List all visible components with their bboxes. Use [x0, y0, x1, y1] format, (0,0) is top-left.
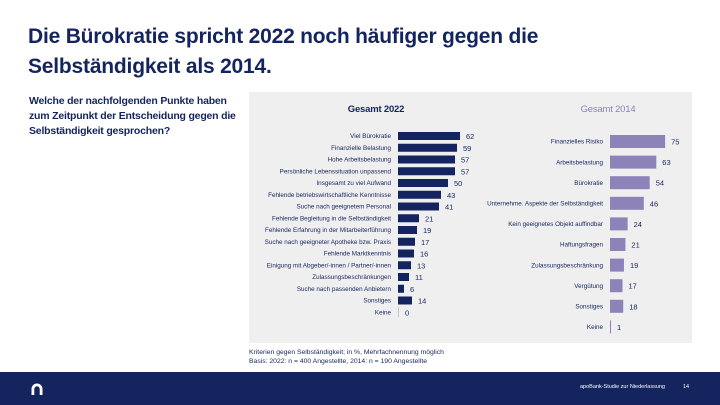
category-label-2022: Keine: [375, 309, 392, 316]
value-label-2014: 63: [662, 158, 670, 167]
bar-2022: [398, 155, 455, 164]
bar-2014: [610, 258, 624, 272]
bar-2014: [610, 238, 626, 251]
value-label-2014: 75: [671, 138, 679, 147]
category-label-2014: Vergütung: [574, 283, 603, 290]
category-label-2014: Haftungsfragen: [560, 242, 604, 249]
category-label-2022: Fehlende betriebswirtschaftliche Kenntni…: [268, 192, 391, 199]
bar-2022: [398, 190, 441, 199]
bar-2014: [610, 155, 657, 169]
chart-title-2022: Gesamt 2022: [347, 104, 405, 115]
bar-2022: [398, 167, 455, 176]
value-label-2022: 59: [463, 144, 471, 153]
value-label-2022: 62: [466, 132, 474, 141]
value-label-2014: 1: [617, 323, 621, 332]
bar-2014: [610, 279, 623, 293]
category-label-2022: Einigung mit Abgeber/-innen / Partner/-i…: [267, 262, 392, 269]
bar-2014: [610, 299, 624, 313]
category-label-2022: Suche nach geeigneter Apotheke bzw. Prax…: [265, 239, 391, 246]
category-label-2014: Finanzielles Risiko: [551, 139, 604, 146]
value-label-2022: 17: [421, 238, 429, 247]
category-label-2014: Arbeitsbelastung: [556, 159, 603, 166]
bar-2022: [398, 226, 417, 234]
value-label-2022: 0: [405, 308, 409, 317]
survey-question: Welche der nachfolgenden Punkte haben zu…: [29, 95, 236, 137]
category-label-2022: Fehlende Begleitung in die Selbständigke…: [272, 215, 391, 222]
category-label-2022: Finanzielle Belastung: [331, 145, 391, 152]
value-label-2022: 16: [420, 250, 428, 259]
bar-2022: [398, 202, 439, 211]
category-label-2022: Fehlende Marktkenntnis: [324, 251, 391, 258]
bar-2022: [398, 143, 457, 152]
value-label-2022: 6: [410, 285, 414, 294]
value-label-2022: 57: [461, 156, 469, 165]
category-label-2022: Sonstiges: [363, 298, 391, 305]
category-label-2014: Unternehme. Aspekte der Selbständigkeit: [487, 201, 603, 208]
bar-2014: [610, 135, 666, 148]
page-number: 14: [683, 384, 690, 390]
value-label-2014: 21: [631, 241, 639, 250]
footer-study-name: apoBank-Studie zur Niederlassung: [580, 384, 665, 390]
page-title: Die Bürokratie spricht 2022 noch häufige…: [28, 25, 539, 78]
category-label-2022: Hohe Arbeitsbelastung: [328, 157, 392, 164]
bar-2022: [398, 284, 404, 293]
value-label-2022: 57: [461, 167, 469, 176]
value-label-2014: 54: [656, 179, 664, 188]
footer-bar: apoBank-Studie zur Niederlassung 14: [0, 372, 720, 405]
value-label-2014: 17: [628, 282, 636, 291]
value-label-2022: 43: [447, 191, 455, 200]
chart-title-2014: Gesamt 2014: [580, 104, 636, 115]
chart-note: Kriterien gegen Selbständigkeit; in %, M…: [249, 348, 649, 366]
value-label-2014: 18: [629, 302, 637, 311]
category-label-2014: Sonstiges: [575, 304, 603, 311]
bar-2022: [398, 261, 411, 270]
value-label-2022: 14: [418, 297, 426, 306]
category-label-2022: Persönliche Lebenssituation unpassend: [280, 168, 392, 175]
category-label-2014: Kein geeignetes Objekt auffindbar: [508, 221, 603, 228]
bar-2014: [610, 217, 628, 231]
apobank-logo-icon: [31, 383, 43, 395]
bar-2014: [610, 196, 644, 210]
category-label-2022: Fehlende Erfahrung in der Mitarbeiterfüh…: [265, 227, 392, 234]
value-label-2022: 13: [417, 261, 425, 270]
value-label-2022: 11: [415, 273, 423, 282]
value-label-2022: 19: [423, 226, 431, 235]
value-label-2022: 50: [454, 179, 462, 188]
value-label-2014: 46: [650, 199, 658, 208]
value-label-2014: 24: [634, 220, 642, 229]
bar-2022: [398, 273, 409, 281]
value-label-2014: 19: [630, 261, 638, 270]
bar-2014: [610, 176, 650, 190]
category-label-2022: Insgesamt zu viel Aufwand: [316, 180, 391, 187]
bar-2022: [398, 237, 415, 246]
bar-2014: [610, 320, 611, 334]
category-label-2022: Viel Bürokratie: [350, 133, 391, 140]
category-label-2022: Zulassungsbeschränkungen: [312, 274, 391, 281]
value-label-2022: 21: [425, 214, 433, 223]
bar-2022: [398, 214, 419, 223]
note-criteria: Kriterien gegen Selbständigkeit; in %, M…: [249, 349, 444, 356]
category-label-2022: Suche nach passenden Anbietern: [297, 286, 392, 293]
bar-2022: [398, 132, 460, 140]
category-label-2014: Zulassungsbeschränkung: [531, 262, 603, 269]
value-label-2022: 41: [445, 203, 453, 212]
bar-2022: [398, 179, 448, 187]
bar-2022: [398, 296, 412, 305]
category-label-2014: Bürokratie: [574, 180, 603, 187]
category-label-2022: Suche nach geeignetem Personal: [296, 204, 391, 211]
bar-2022: [398, 249, 414, 258]
note-basis: Basis: 2022: n = 400 Angestellte, 2014: …: [249, 358, 427, 365]
category-label-2014: Keine: [587, 324, 604, 331]
